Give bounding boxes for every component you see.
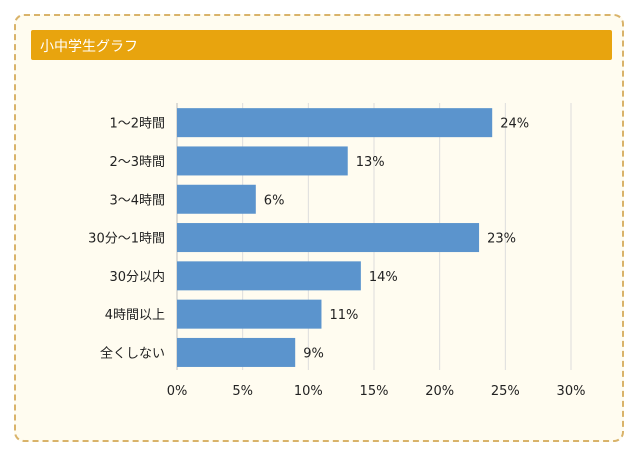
category-label: 2～3時間 [109,155,165,170]
bar [177,184,256,214]
category-label: 全くしない [100,345,165,361]
x-tick-label: 5% [232,384,253,399]
chart-title: 小中学生グラフ [40,39,138,55]
chart-header: 小中学生グラフ [31,30,612,60]
bar [177,108,493,138]
x-tick-label: 10% [294,384,323,399]
x-tick-label: 30% [557,384,586,399]
data-label: 14% [369,270,398,285]
data-label: 23% [487,232,516,247]
x-tick-label: 20% [425,384,454,399]
bar [177,337,296,367]
category-label: 1～2時間 [109,117,165,132]
data-label: 6% [264,193,285,208]
bar [177,146,348,176]
data-label: 13% [356,155,385,170]
data-label: 9% [303,346,324,361]
category-label: 4時間以上 [105,308,165,323]
x-tick-label: 0% [167,384,188,399]
data-label: 11% [329,308,358,323]
category-label: 30分以内 [109,269,165,285]
data-label: 24% [500,117,529,132]
bar [177,261,361,291]
x-tick-label: 15% [360,384,389,399]
category-label: 3～4時間 [109,193,165,208]
category-label: 30分～1時間 [88,232,165,247]
bar [177,299,322,329]
bar [177,223,480,253]
x-tick-label: 25% [491,384,520,399]
